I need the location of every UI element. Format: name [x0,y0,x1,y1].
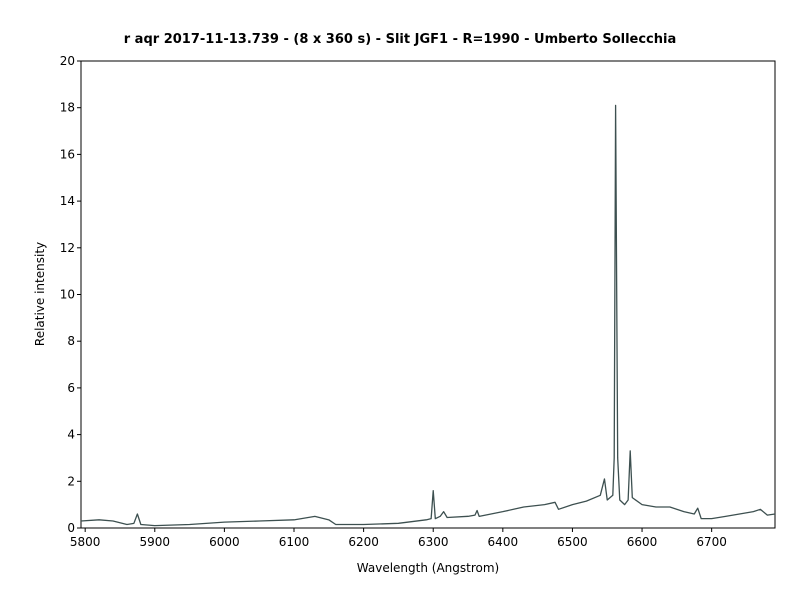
x-tick-label: 6200 [348,535,379,549]
y-tick-label: 14 [60,194,75,208]
y-tick-label: 0 [67,521,75,535]
y-tick-label: 20 [60,54,75,68]
y-axis-label: Relative intensity [33,242,47,346]
x-tick-label: 6300 [418,535,449,549]
x-tick-label: 6600 [627,535,658,549]
y-tick-label: 16 [60,147,75,161]
y-tick-label: 10 [60,288,75,302]
y-tick-label: 6 [67,381,75,395]
x-axis-label: Wavelength (Angstrom) [357,561,499,575]
y-tick-label: 8 [67,334,75,348]
y-tick-label: 12 [60,241,75,255]
x-tick-label: 6000 [209,535,240,549]
plot-frame [80,60,776,529]
x-tick-label: 6100 [279,535,310,549]
chart-title: r aqr 2017-11-13.739 - (8 x 360 s) - Sli… [124,32,677,47]
spectrum-line [80,104,776,527]
y-tick-label: 2 [67,474,75,488]
x-tick-label: 6700 [696,535,727,549]
x-tick-label: 5900 [140,535,171,549]
x-tick-label: 6400 [488,535,519,549]
x-tick-label: 6500 [557,535,588,549]
y-tick-label: 4 [67,428,75,442]
y-tick-label: 18 [60,101,75,115]
x-tick-label: 5800 [70,535,101,549]
